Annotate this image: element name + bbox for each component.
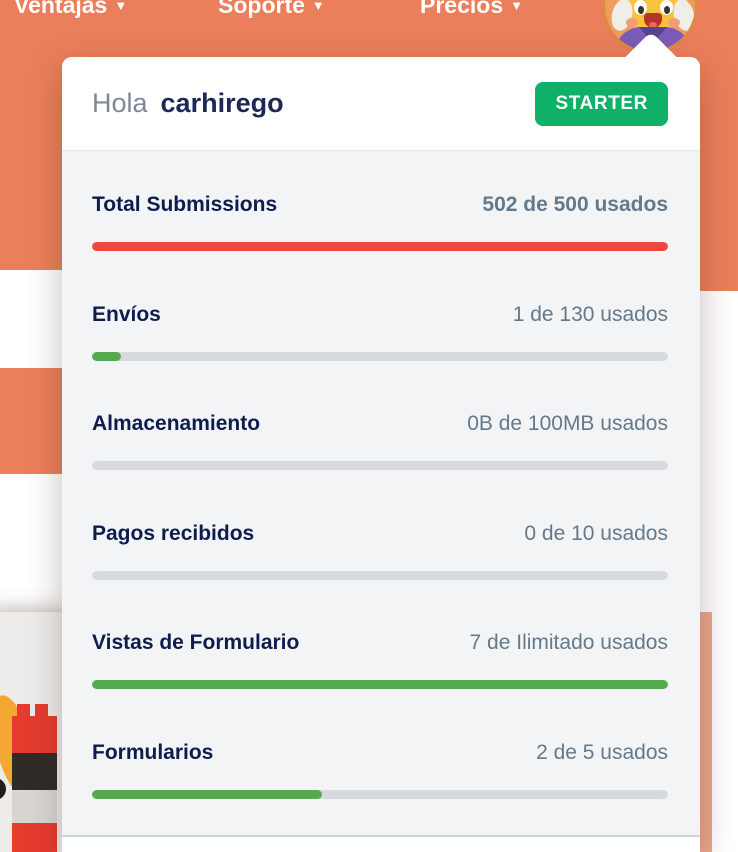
usage-row: Formularios 2 de 5 usados — [62, 700, 700, 810]
nav-item-soporte[interactable]: Soporte ▼ — [218, 0, 325, 19]
usage-row-label: Envíos — [92, 302, 161, 326]
usage-row-value: 2 de 5 usados — [536, 740, 668, 764]
account-usage-popover: Hola carhirego STARTER Total Submissions… — [62, 31, 700, 852]
popover-header: Hola carhirego STARTER — [62, 57, 700, 151]
usage-row-label: Pagos recibidos — [92, 521, 255, 545]
usage-row: Envíos 1 de 130 usados — [62, 262, 700, 372]
usage-row: Total Submissions 502 de 500 usados — [62, 152, 700, 262]
usage-row: Almacenamiento 0B de 100MB usados — [62, 371, 700, 481]
nav-item-ventajas[interactable]: Ventajas ▼ — [14, 0, 127, 19]
plan-badge[interactable]: STARTER — [535, 81, 668, 126]
usage-progress-track — [92, 242, 668, 251]
nav-item-label: Precios — [420, 0, 504, 18]
lego-ring-icon — [0, 778, 6, 800]
username-text: carhirego — [160, 88, 284, 118]
lego-brick-stud — [17, 704, 30, 717]
chevron-down-icon: ▼ — [114, 0, 128, 13]
lego-brick-black-band — [12, 753, 57, 790]
usage-progress-fill — [92, 680, 668, 689]
usage-row: Pagos recibidos 0 de 10 usados — [62, 481, 700, 591]
background-card-edge — [700, 612, 712, 852]
usage-progress-fill — [92, 789, 323, 799]
nav-item-label: Soporte — [218, 0, 305, 18]
lego-brick-red-band — [12, 823, 57, 852]
usage-list: Total Submissions 502 de 500 usados Enví… — [62, 152, 700, 835]
usage-row-value: 0 de 10 usados — [524, 521, 668, 545]
lego-brick-red-band — [12, 716, 57, 753]
nav-item-precios[interactable]: Precios ▼ — [420, 0, 523, 19]
usage-row-value: 1 de 130 usados — [512, 302, 668, 326]
usage-progress-fill — [92, 351, 121, 361]
usage-progress-track — [92, 789, 668, 799]
usage-progress-track — [92, 351, 668, 361]
background-template-card — [0, 612, 70, 852]
nav-item-label: Ventajas — [14, 0, 108, 18]
usage-progress-track — [92, 680, 668, 689]
chevron-down-icon: ▼ — [510, 0, 523, 13]
usage-row-label: Formularios — [92, 740, 214, 764]
usage-row-value: 7 de Ilimitado usados — [469, 631, 668, 654]
usage-row: Vistas de Formulario 7 de Ilimitado usad… — [62, 590, 700, 700]
avatar-eye — [634, 0, 647, 15]
avatar-eye — [660, 0, 673, 15]
lego-brick-stud — [35, 704, 48, 717]
usage-progress-track — [92, 570, 668, 580]
usage-row-value: 0B de 100MB usados — [467, 412, 668, 435]
usage-progress-track — [92, 461, 668, 470]
lego-brick-gray-band — [12, 790, 57, 823]
usage-row-label: Almacenamiento — [92, 412, 261, 435]
greeting-text: Hola — [92, 88, 148, 118]
usage-row-label: Total Submissions — [92, 193, 278, 216]
background-orange-block — [0, 368, 72, 474]
usage-row-value: 502 de 500 usados — [482, 193, 668, 216]
usage-progress-fill — [92, 242, 668, 251]
avatar-cheek — [668, 18, 680, 27]
avatar-mouth — [644, 13, 662, 28]
usage-row-label: Vistas de Formulario — [92, 631, 300, 654]
background-orange-band-right — [700, 0, 738, 291]
avatar-cheek — [626, 18, 638, 27]
popover-footer — [62, 835, 700, 852]
chevron-down-icon: ▼ — [311, 0, 325, 13]
